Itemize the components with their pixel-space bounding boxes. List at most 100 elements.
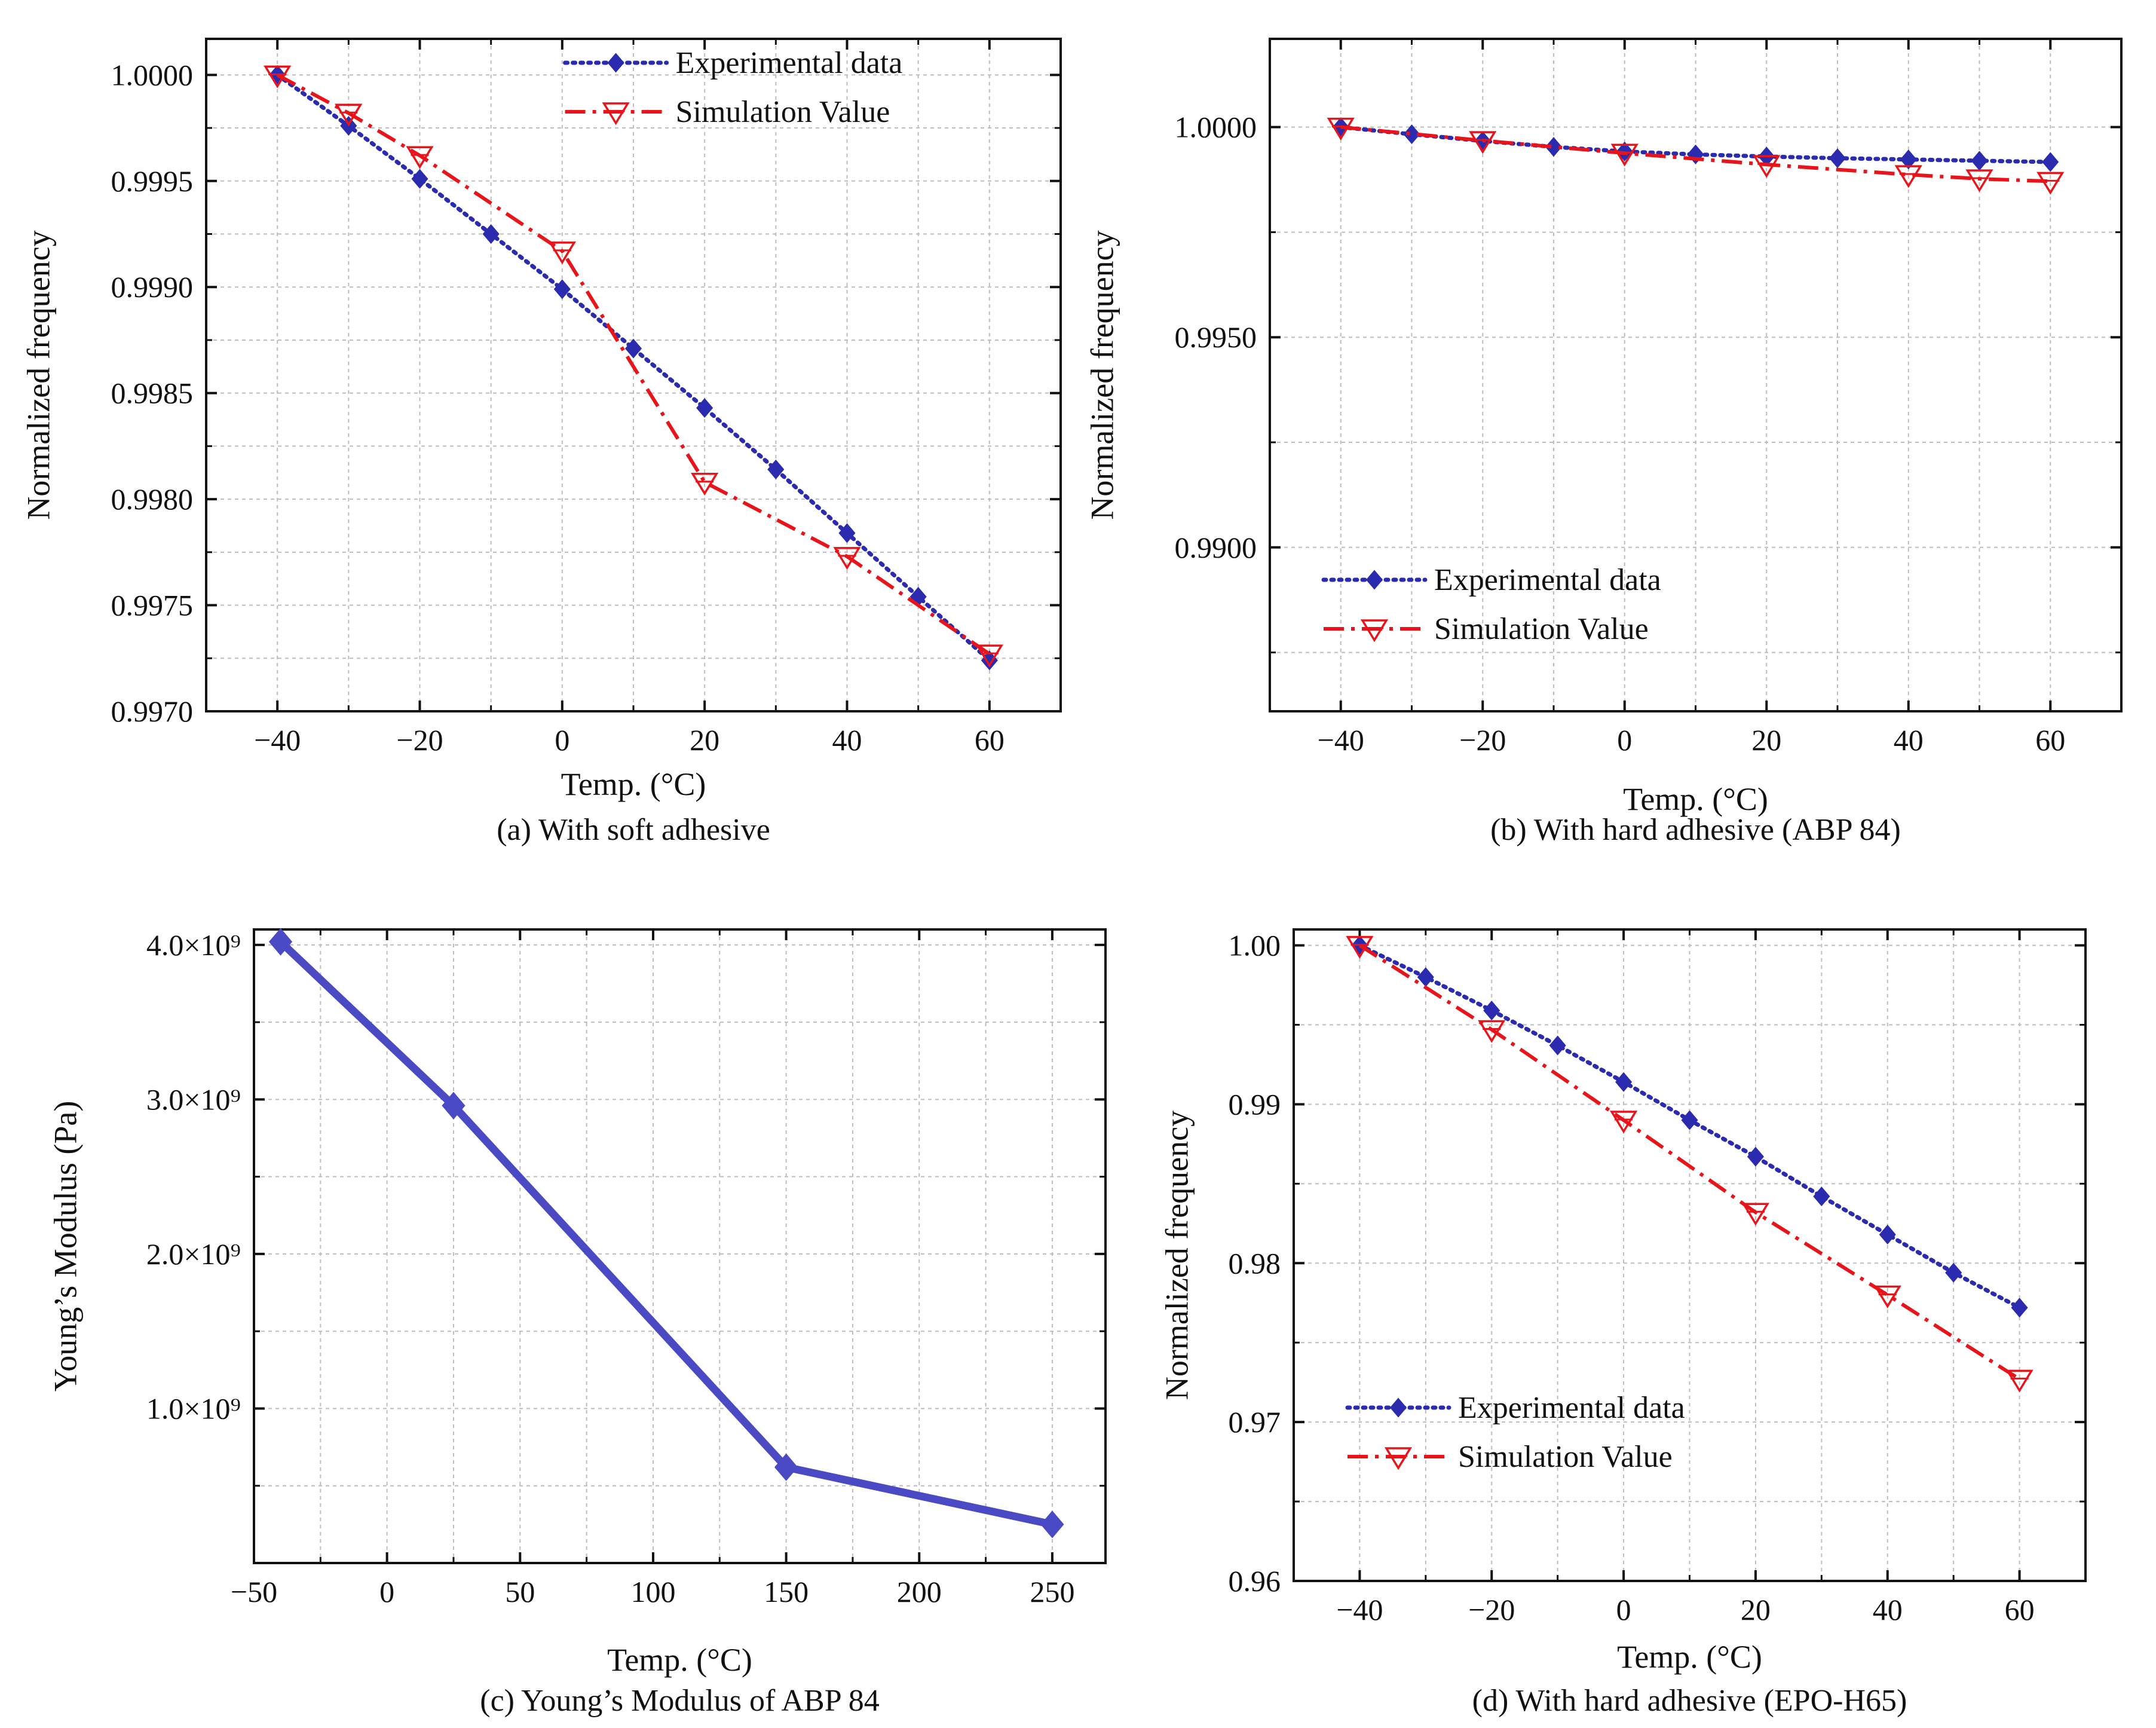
x-axis-label: Temp. (°C) [1617, 1639, 1762, 1675]
data-point [1478, 1020, 1506, 1043]
series-young-s-modulus [268, 928, 1064, 1539]
data-point [553, 279, 571, 299]
panel-caption: (c) Young’s Modulus of ABP 84 [480, 1684, 879, 1718]
series-simulation-value [1327, 117, 2065, 195]
data-point-outline [1894, 165, 1922, 188]
legend-item: Experimental data [563, 46, 902, 80]
y-tick-label: 0.97 [1229, 1405, 1281, 1439]
data-point-outline [975, 644, 1003, 668]
x-tick-label: 100 [630, 1575, 675, 1608]
data-point [1965, 169, 1993, 192]
series-experimental-data [1351, 935, 2028, 1318]
data-point [264, 65, 292, 88]
y-axis-label: Young’s Modulus (Pa) [47, 1101, 83, 1392]
x-tick-label: 50 [505, 1575, 535, 1608]
data-point [442, 1091, 466, 1120]
data-point [696, 397, 713, 418]
x-tick-label: −50 [231, 1575, 277, 1608]
y-tick-label: 0.96 [1229, 1564, 1281, 1598]
legend-item: Experimental data [1321, 563, 1661, 597]
x-tick-label: 0 [555, 723, 569, 757]
data-point-outline [1469, 131, 1497, 154]
legend-marker-outline [1360, 619, 1389, 643]
data-point [1469, 131, 1497, 154]
x-axis-label: Temp. (°C) [561, 766, 706, 802]
data-point [2042, 152, 2059, 172]
data-point-outline [1609, 1111, 1638, 1134]
x-axis-label: Temp. (°C) [607, 1642, 752, 1678]
legend-marker-outline [1384, 1447, 1413, 1470]
chart-panel-a: −40 −20 0 20 40 600.99700.99750.99800.99850.9… [20, 38, 1062, 847]
x-axis-ticks: −40 −20 0 20 40 60 [1318, 39, 2065, 757]
series-simulation-value [1346, 935, 2034, 1393]
data-point [767, 459, 785, 479]
series-simulation-value [264, 65, 1003, 668]
data-point-outline [406, 146, 434, 169]
data-point-outline [1478, 1020, 1506, 1043]
legend-item: Simulation Value [1348, 1440, 1673, 1474]
data-point [1483, 1001, 1500, 1021]
gridlines [1294, 929, 2085, 1581]
data-point-outline [1346, 935, 1374, 959]
x-tick-label: −40 [1318, 723, 1364, 757]
legend-marker [1389, 1397, 1407, 1418]
y-tick-label: 0.9985 [111, 377, 194, 410]
legend-label: Simulation Value [1434, 612, 1649, 646]
y-tick-label: 2.0×10⁹ [146, 1237, 241, 1271]
data-point [1403, 124, 1420, 145]
panel-caption: (a) With soft adhesive [497, 813, 770, 847]
legend-label: Experimental data [1434, 563, 1661, 597]
legend-marker [1360, 619, 1389, 643]
x-tick-label: 250 [1030, 1575, 1074, 1608]
data-point-outline [335, 103, 363, 127]
y-tick-label: 3.0×10⁹ [146, 1082, 241, 1116]
data-point [482, 224, 500, 244]
data-point [335, 103, 363, 127]
data-point-outline [691, 472, 719, 496]
y-tick-label: 0.9990 [111, 270, 194, 304]
data-point [1609, 1111, 1638, 1134]
legend-marker [1365, 570, 1383, 590]
legend-marker [607, 53, 624, 73]
data-point-outline [1753, 155, 1781, 178]
legend-item: Experimental data [1345, 1391, 1685, 1425]
x-tick-label: −20 [1468, 1593, 1515, 1626]
data-point-outline [264, 65, 292, 88]
x-tick-label: 60 [2005, 1593, 2035, 1626]
data-point [833, 547, 861, 570]
chart-panel-c: −50 0 50 100 150 200 250 1.0×10⁹ 2.0×10⁹ 3.0×10⁹ 4… [47, 928, 1107, 1718]
data-point-outline [2036, 172, 2065, 195]
y-axis-ticks: 0.96 0.97 0.98 0.99 1.00 [1229, 929, 2085, 1598]
legend-item: Simulation Value [565, 95, 890, 129]
data-point [1894, 165, 1922, 188]
legend-label: Simulation Value [1458, 1440, 1673, 1474]
data-point-outline [1327, 117, 1355, 141]
data-point [1741, 1203, 1770, 1226]
data-point [1753, 155, 1781, 178]
x-tick-label: −40 [1336, 1593, 1383, 1626]
y-axis-label: Normalized frequency [1159, 1111, 1195, 1400]
data-point [1747, 1146, 1764, 1167]
plot-frame [253, 928, 1107, 1564]
x-tick-label: 150 [764, 1575, 808, 1608]
data-point-outline [1965, 169, 1993, 192]
data-point [1549, 1035, 1566, 1056]
y-tick-label: 0.9950 [1175, 320, 1257, 354]
data-point [1873, 1285, 1901, 1308]
data-point-outline [1873, 1285, 1901, 1308]
x-tick-label: −40 [254, 723, 301, 757]
data-point [1545, 137, 1563, 157]
y-axis-ticks: 0.9970 0.9975 0.9980 0.9985 0.9990 0.9995 1.00… [111, 58, 1061, 728]
data-point [691, 472, 719, 496]
data-point [268, 928, 293, 956]
legend: Experimental data Simulation Value [1321, 563, 1661, 646]
data-point [838, 523, 856, 543]
legend: Experimental data Simulation Value [563, 46, 902, 129]
data-point [1417, 967, 1434, 987]
data-point-outline [833, 547, 861, 570]
data-point [1615, 1072, 1633, 1092]
data-point [1813, 1186, 1830, 1207]
data-point-outline [548, 241, 576, 265]
y-tick-label: 0.9900 [1175, 531, 1257, 564]
